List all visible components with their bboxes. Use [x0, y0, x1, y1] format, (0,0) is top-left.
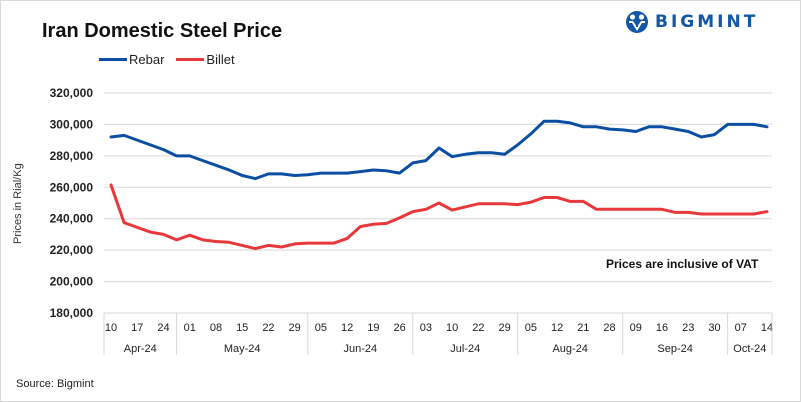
month-label: Oct-24	[733, 343, 766, 355]
vat-note: Prices are inclusive of VAT	[606, 257, 759, 271]
x-tick-label: 22	[262, 322, 274, 334]
month-label: Jun-24	[343, 343, 377, 355]
chart-title: Iran Domestic Steel Price	[42, 20, 283, 42]
x-tick-label: 09	[630, 322, 642, 334]
x-tick-label: 16	[656, 322, 668, 334]
legend-label-billet: Billet	[206, 52, 235, 67]
x-tick-label: 21	[577, 322, 589, 334]
month-label: Jul-24	[450, 343, 480, 355]
source-label: Source: Bigmint	[16, 378, 94, 390]
x-tick-label: 30	[708, 322, 720, 334]
legend-label-rebar: Rebar	[129, 52, 165, 67]
month-label: May-24	[224, 343, 261, 355]
series-line-billet	[109, 183, 769, 251]
bigmint-logo: BIGMINT	[625, 10, 758, 34]
legend-item-rebar: Rebar	[99, 52, 164, 67]
x-tick-label: 23	[682, 322, 694, 334]
month-label: Apr-24	[124, 343, 157, 355]
y-tick-label: 260,000	[50, 180, 94, 194]
x-tick-label: 12	[551, 322, 563, 334]
y-tick-label: 320,000	[50, 86, 94, 100]
x-tick-label: 10	[105, 322, 117, 334]
bigmint-logo-text: BIGMINT	[655, 12, 759, 32]
x-tick-label: 03	[420, 322, 432, 334]
legend: Rebar Billet	[99, 52, 247, 67]
x-tick-label: 19	[367, 322, 379, 334]
x-tick-label: 15	[236, 322, 248, 334]
y-tick-label: 180,000	[50, 306, 94, 320]
x-tick-label: 29	[289, 322, 301, 334]
x-tick-label: 05	[315, 322, 327, 334]
legend-swatch-rebar	[99, 58, 127, 61]
legend-swatch-billet	[176, 58, 205, 61]
x-tick-label: 10	[446, 322, 458, 334]
x-tick-label: 08	[210, 322, 222, 334]
month-label: Sep-24	[657, 343, 692, 355]
y-tick-label: 200,000	[50, 275, 94, 289]
x-tick-label: 22	[472, 322, 484, 334]
x-tick-label: 29	[498, 322, 510, 334]
y-tick-label: 280,000	[50, 149, 94, 163]
series-line-rebar	[109, 119, 769, 181]
y-tick-label: 300,000	[50, 117, 94, 131]
x-tick-label: 24	[157, 322, 169, 334]
x-tick-label: 17	[131, 322, 143, 334]
x-tick-label: 05	[525, 322, 537, 334]
x-tick-label: 28	[603, 322, 615, 334]
y-tick-label: 240,000	[50, 212, 94, 226]
x-tick-label: 26	[394, 322, 406, 334]
x-tick-label: 07	[735, 322, 747, 334]
legend-item-billet: Billet	[176, 52, 235, 67]
x-tick-label: 12	[341, 322, 353, 334]
bigmint-logo-icon	[626, 11, 648, 33]
x-tick-label: 14	[761, 322, 773, 334]
y-tick-label: 220,000	[50, 243, 94, 257]
x-tick-label: 01	[184, 322, 196, 334]
month-label: Aug-24	[552, 343, 587, 355]
